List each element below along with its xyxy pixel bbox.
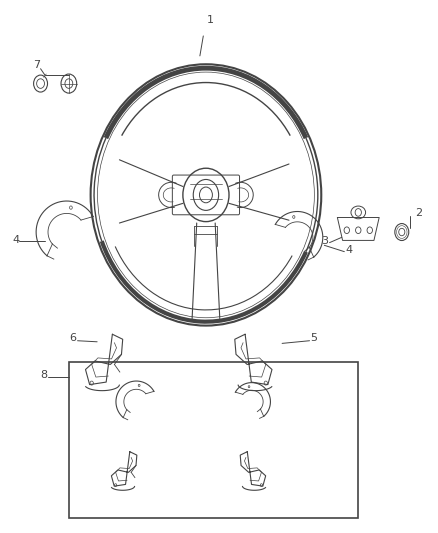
Text: 8: 8 [41, 370, 48, 380]
Text: 7: 7 [33, 60, 40, 70]
Text: 4: 4 [345, 245, 352, 255]
Text: 1: 1 [207, 15, 214, 25]
Text: 3: 3 [321, 236, 328, 246]
Bar [69, 362, 358, 519]
Text: 6: 6 [69, 333, 76, 343]
Text: 4: 4 [12, 235, 19, 245]
Text: 2: 2 [415, 208, 422, 218]
Text: 5: 5 [311, 333, 318, 343]
